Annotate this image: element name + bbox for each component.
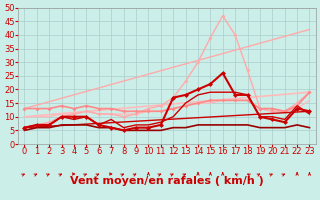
X-axis label: Vent moyen/en rafales ( km/h ): Vent moyen/en rafales ( km/h )	[70, 176, 264, 186]
